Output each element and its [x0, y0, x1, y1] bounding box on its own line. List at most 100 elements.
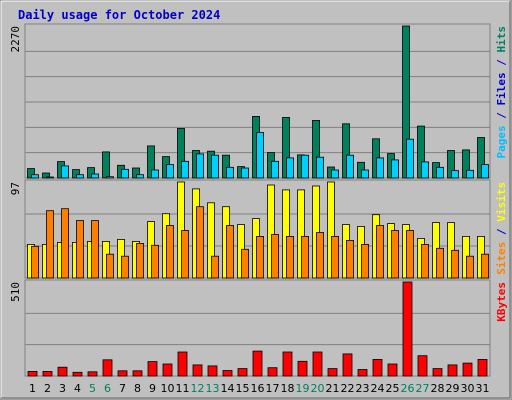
bar-hits-day-2 [42, 172, 50, 179]
bar-sites-day-13 [211, 255, 219, 279]
bar-files-day-15 [241, 167, 249, 179]
bar-kbytes-day-13 [207, 365, 218, 377]
bar-files-day-29 [451, 170, 459, 179]
bar-sites-day-27 [421, 243, 429, 279]
panel-1-ymax-label: 2270 [9, 26, 22, 53]
bar-visits-day-13 [207, 202, 215, 279]
bar-kbytes-day-27 [417, 355, 428, 377]
day-label-31: 31 [476, 382, 490, 395]
bar-files-day-21 [331, 169, 339, 179]
bar-hits-day-30 [462, 149, 470, 179]
bar-kbytes-day-1 [27, 370, 38, 377]
bar-sites-day-29 [451, 249, 459, 279]
panel-2-legend-part: Sites [495, 242, 508, 275]
bar-kbytes-day-2 [42, 370, 53, 377]
day-label-14: 14 [221, 382, 235, 395]
day-label-13: 13 [206, 382, 220, 395]
bar-files-day-26 [406, 138, 414, 179]
bar-files-day-5 [91, 173, 99, 179]
bar-sites-day-17 [271, 234, 279, 279]
day-label-1: 1 [29, 382, 36, 395]
bar-kbytes-day-18 [282, 351, 293, 377]
bar-files-day-11 [181, 160, 189, 179]
day-label-21: 21 [326, 382, 340, 395]
bar-files-day-13 [211, 154, 219, 179]
bar-hits-day-14 [222, 154, 230, 179]
day-label-26: 26 [401, 382, 415, 395]
bar-files-day-19 [301, 154, 309, 179]
bar-kbytes-day-5 [87, 371, 98, 377]
day-label-7: 7 [119, 382, 126, 395]
bar-kbytes-day-31 [477, 358, 488, 377]
bar-files-day-14 [226, 166, 234, 179]
panel-1-legend-part: Hits [495, 26, 508, 53]
bar-kbytes-day-30 [462, 362, 473, 377]
bar-files-day-18 [286, 157, 294, 179]
bar-kbytes-day-14 [222, 370, 233, 377]
day-label-23: 23 [356, 382, 370, 395]
bar-files-day-6 [106, 176, 114, 179]
day-label-9: 9 [149, 382, 156, 395]
day-label-15: 15 [236, 382, 250, 395]
bar-hits-day-8 [132, 167, 140, 179]
bar-sites-day-30 [466, 255, 474, 279]
bar-files-day-9 [151, 169, 159, 179]
panel-1-legend-part: Pages [495, 125, 508, 158]
bar-sites-day-5 [91, 220, 99, 279]
bar-visits-day-21 [327, 181, 335, 279]
panel-1-legend-part: Files [495, 72, 508, 105]
bar-files-day-7 [121, 168, 129, 179]
bar-kbytes-day-25 [387, 363, 398, 377]
day-label-19: 19 [296, 382, 310, 395]
panel-2-legend-part: Visits [495, 182, 508, 222]
panel-1-legend-part: / [495, 53, 508, 73]
bar-files-day-1 [31, 174, 39, 179]
panel-2-legend-part: / [495, 222, 508, 242]
bar-sites-day-8 [136, 242, 144, 279]
panel-1-legend-part: / [495, 106, 508, 126]
day-label-18: 18 [281, 382, 295, 395]
day-label-17: 17 [266, 382, 280, 395]
bar-hits-day-4 [72, 169, 80, 179]
bar-sites-day-4 [76, 220, 84, 279]
bar-hits-day-9 [147, 145, 155, 179]
bar-sites-day-14 [226, 225, 234, 279]
bar-files-day-23 [361, 169, 369, 179]
day-label-12: 12 [191, 382, 205, 395]
panel-3-legend-part: KBytes [495, 282, 508, 322]
bar-hits-day-31 [477, 137, 485, 179]
day-label-6: 6 [104, 382, 111, 395]
bar-hits-day-20 [312, 120, 320, 179]
bar-visits-day-19 [297, 189, 305, 279]
bar-sites-day-26 [406, 230, 414, 279]
bar-files-day-28 [436, 166, 444, 179]
panel-3-legend: KBytes [495, 282, 508, 322]
bar-files-day-17 [271, 160, 279, 179]
panel-3-ymax-label: 510 [9, 282, 22, 302]
bar-kbytes-day-8 [132, 370, 143, 377]
bar-sites-day-1 [31, 245, 39, 279]
panel-2-ymax-label: 97 [9, 182, 22, 195]
day-label-27: 27 [416, 382, 430, 395]
bar-files-day-27 [421, 161, 429, 179]
bar-kbytes-day-17 [267, 367, 278, 377]
bar-sites-day-10 [166, 225, 174, 279]
bar-files-day-25 [391, 159, 399, 179]
bar-files-day-12 [196, 153, 204, 179]
bar-kbytes-day-6 [102, 359, 113, 377]
bar-hits-day-27 [417, 125, 425, 179]
bar-sites-day-20 [316, 232, 324, 279]
bar-kbytes-day-4 [72, 371, 83, 377]
day-label-25: 25 [386, 382, 400, 395]
bar-files-day-4 [76, 174, 84, 179]
bar-kbytes-day-20 [312, 351, 323, 377]
day-label-11: 11 [176, 382, 190, 395]
bar-sites-day-21 [331, 235, 339, 279]
day-label-8: 8 [134, 382, 141, 395]
bar-files-day-20 [316, 156, 324, 179]
bar-hits-day-22 [342, 123, 350, 179]
bar-kbytes-day-23 [357, 369, 368, 377]
bar-hits-day-29 [447, 150, 455, 179]
bar-kbytes-day-26 [402, 281, 413, 377]
